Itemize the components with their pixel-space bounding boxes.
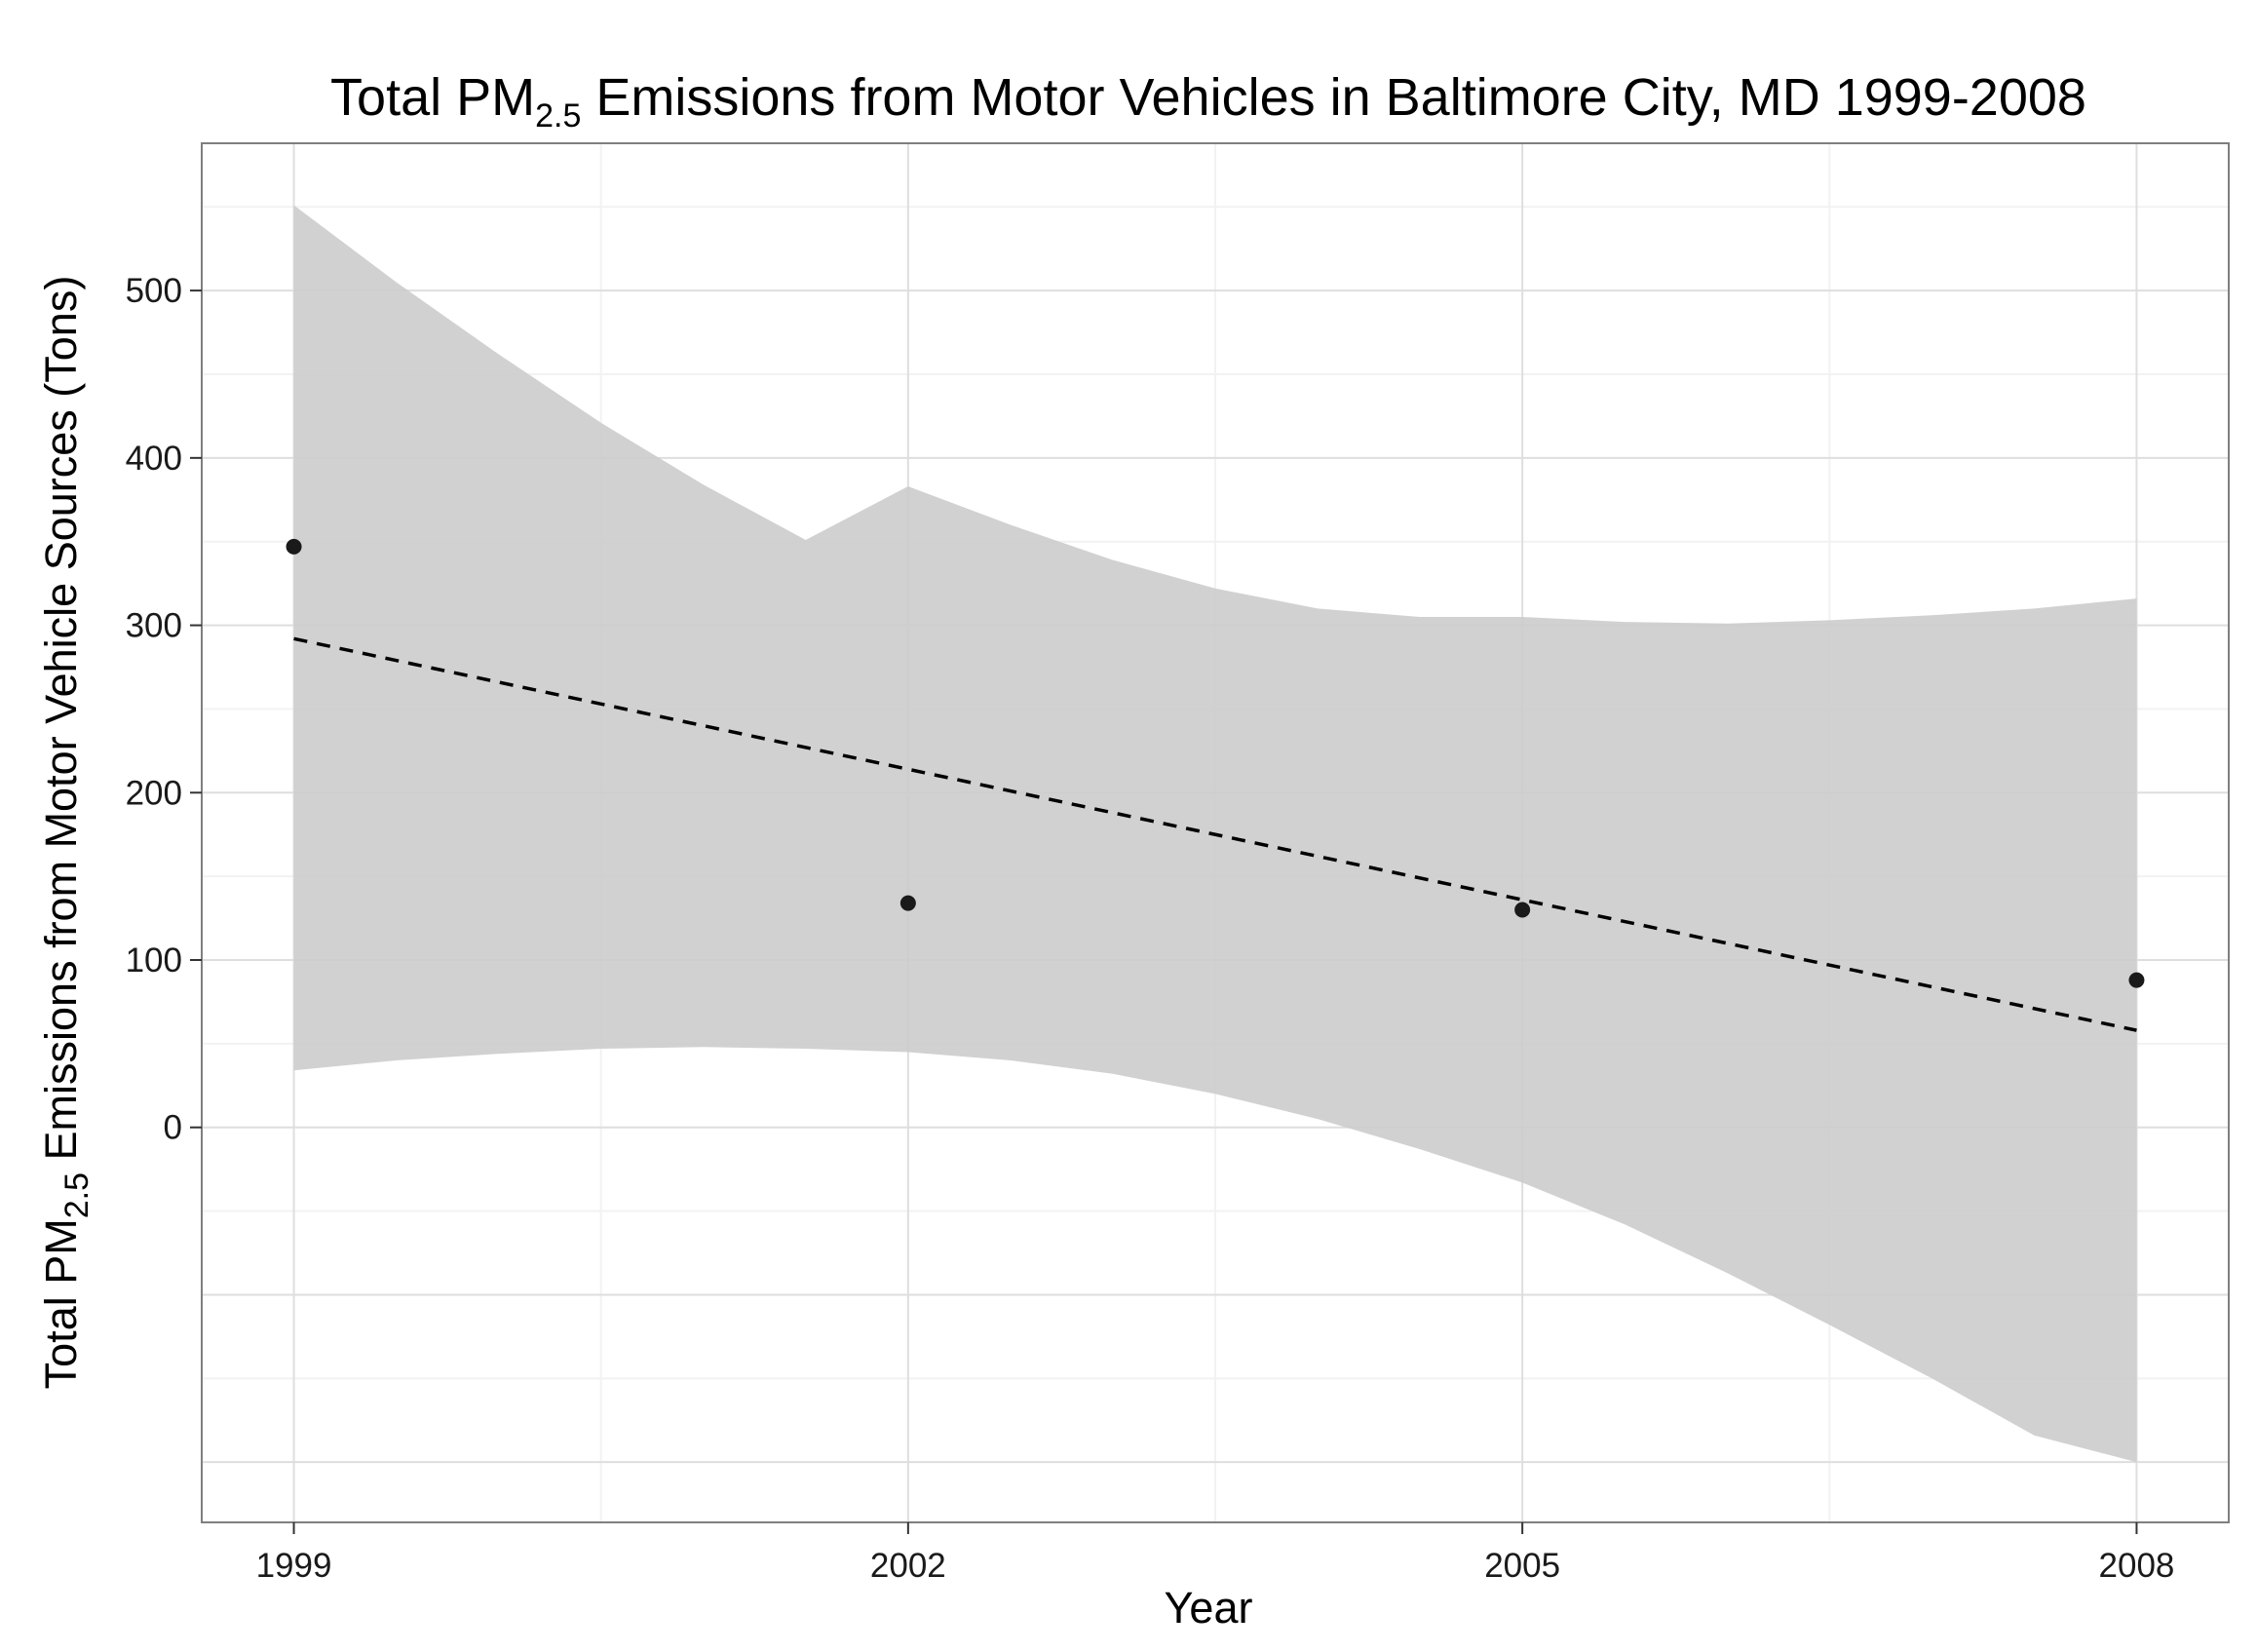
x-tick-label: 2008 — [2099, 1547, 2175, 1585]
data-point — [286, 538, 302, 555]
y-tick-label: 500 — [126, 272, 182, 310]
data-point — [2128, 972, 2145, 988]
x-tick-label: 2005 — [1484, 1547, 1560, 1585]
data-point — [899, 895, 916, 911]
x-axis-title: Year — [1165, 1583, 1253, 1633]
y-tick-label: 100 — [126, 941, 182, 980]
y-tick-label: 300 — [126, 607, 182, 645]
plot-area: 0 100 200 300 400 500 1999 2002 2005 2008 — [126, 142, 2230, 1585]
data-point — [1514, 902, 1531, 918]
plot-border — [201, 142, 2230, 1523]
chart-title: Total PM2.5 Emissions from Motor Vehicle… — [330, 68, 2086, 134]
x-tick-label: 1999 — [256, 1547, 332, 1585]
y-axis-title: Total PM2.5 Emissions from Motor Vehicle… — [36, 276, 96, 1390]
y-tick-label: 400 — [126, 440, 182, 478]
y-tick-label: 0 — [164, 1109, 182, 1147]
y-tick-label: 200 — [126, 774, 182, 812]
trend-line — [293, 636, 2137, 1032]
x-tick-label: 2002 — [870, 1547, 946, 1585]
